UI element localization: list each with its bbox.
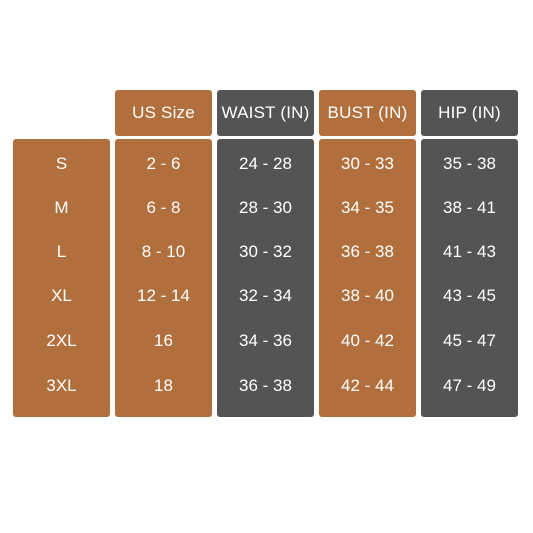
- header-hip: HIP (IN): [421, 90, 518, 136]
- hip-cell: 43 - 45: [443, 286, 496, 305]
- waist-cell: 30 - 32: [239, 242, 292, 261]
- waist-cell: 32 - 34: [239, 286, 292, 305]
- hip-cell: 47 - 49: [443, 376, 496, 395]
- size-column: S M L XL 2XL 3XL: [13, 139, 110, 417]
- hip-column: 35 - 38 38 - 41 41 - 43 43 - 45 45 - 47 …: [421, 139, 518, 417]
- us-size-cell: 18: [154, 376, 173, 395]
- hip-cell: 45 - 47: [443, 331, 496, 350]
- bust-cell: 36 - 38: [341, 242, 394, 261]
- us-size-cell: 12 - 14: [137, 286, 190, 305]
- us-size-cell: 6 - 8: [146, 198, 181, 217]
- us-size-cell: 16: [154, 331, 173, 350]
- us-size-cell: 8 - 10: [141, 242, 186, 261]
- size-cell: 2XL: [46, 331, 77, 350]
- waist-cell: 24 - 28: [239, 154, 292, 173]
- bust-cell: 30 - 33: [341, 154, 394, 173]
- us-size-cell: 2 - 6: [146, 154, 181, 173]
- hip-cell: 41 - 43: [443, 242, 496, 261]
- header-bust: BUST (IN): [319, 90, 416, 136]
- header-waist: WAIST (IN): [217, 90, 314, 136]
- waist-column: 24 - 28 28 - 30 30 - 32 32 - 34 34 - 36 …: [217, 139, 314, 417]
- header-us-size: US Size: [115, 90, 212, 136]
- size-cell: XL: [51, 286, 72, 305]
- size-cell: 3XL: [46, 376, 77, 395]
- hip-cell: 35 - 38: [443, 154, 496, 173]
- bust-cell: 38 - 40: [341, 286, 394, 305]
- waist-cell: 28 - 30: [239, 198, 292, 217]
- size-cell: S: [55, 154, 68, 173]
- size-cell: M: [54, 198, 69, 217]
- us-size-column: 2 - 6 6 - 8 8 - 10 12 - 14 16 18: [115, 139, 212, 417]
- bust-cell: 42 - 44: [341, 376, 394, 395]
- bust-column: 30 - 33 34 - 35 36 - 38 38 - 40 40 - 42 …: [319, 139, 416, 417]
- size-cell: L: [56, 242, 67, 261]
- bust-cell: 40 - 42: [341, 331, 394, 350]
- bust-cell: 34 - 35: [341, 198, 394, 217]
- waist-cell: 34 - 36: [239, 331, 292, 350]
- waist-cell: 36 - 38: [239, 376, 292, 395]
- hip-cell: 38 - 41: [443, 198, 496, 217]
